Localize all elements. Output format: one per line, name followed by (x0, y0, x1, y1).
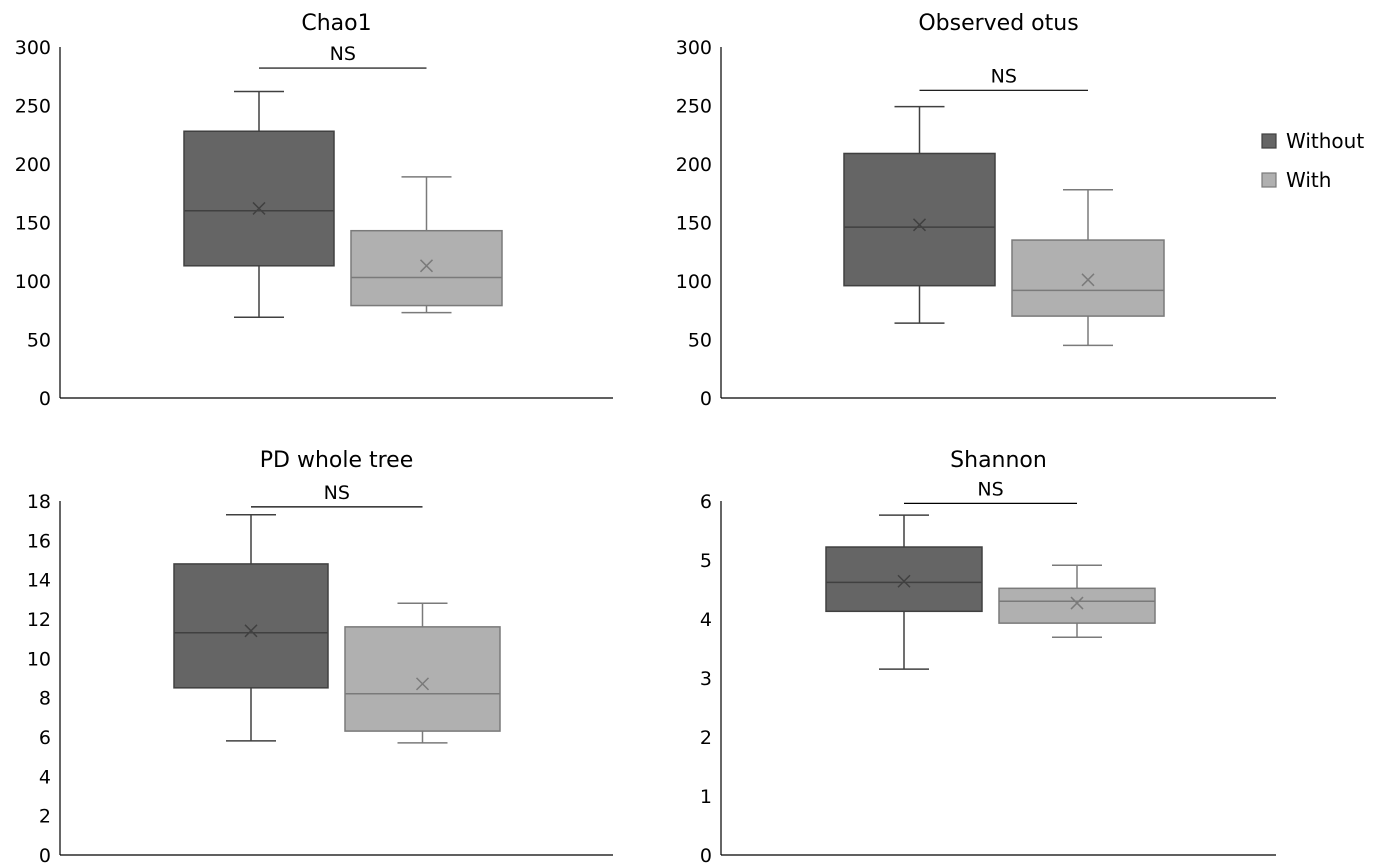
chart-observed-otus-ytick-100: 100 (676, 271, 712, 293)
legend-item-without: Without (1261, 129, 1364, 153)
chart-observed-otus-significance-label: NS (991, 65, 1017, 87)
chart-chao1-significance-label: NS (330, 43, 356, 65)
chart-pd-whole-tree-ytick-0: 0 (39, 845, 51, 866)
mean-marker (419, 259, 434, 273)
mean-marker (1081, 273, 1095, 287)
box-iqr (998, 587, 1156, 624)
chart-pd-whole-tree-ytick-18: 18 (27, 491, 51, 513)
chart-shannon-box-without (825, 514, 983, 670)
legend-label: Without (1286, 129, 1364, 153)
chart-observed-otus-ytick-200: 200 (676, 154, 712, 176)
chart-shannon-ytick-2: 2 (700, 727, 712, 749)
chart-shannon-ytick-5: 5 (700, 550, 712, 572)
chart-chao1-title: Chao1 (301, 11, 371, 36)
chart-shannon-significance-label: NS (977, 478, 1003, 500)
chart-chao1-ytick-0: 0 (39, 388, 51, 410)
chart-shannon-ytick-3: 3 (700, 668, 712, 690)
chart-pd-whole-tree-box-with (344, 602, 501, 744)
mean-marker (415, 677, 430, 691)
legend-item-with: With (1261, 168, 1331, 192)
chart-chao1: Chao1 0 50 100 150 200 250 300 NS (15, 11, 613, 410)
mean-marker (244, 624, 258, 638)
chart-chao1-ytick-200: 200 (15, 154, 51, 176)
chart-chao1-ytick-50: 50 (27, 330, 51, 352)
box-iqr (843, 152, 996, 287)
chart-pd-whole-tree-ytick-6: 6 (39, 727, 51, 749)
chart-chao1-ytick-150: 150 (15, 213, 51, 235)
chart-pd-whole-tree-ytick-2: 2 (39, 806, 51, 828)
chart-pd-whole-tree-ytick-16: 16 (27, 530, 51, 552)
legend-swatch (1261, 133, 1277, 149)
chart-shannon-ytick-6: 6 (700, 491, 712, 513)
chart-shannon: Shannon 0 1 2 3 4 5 6 NS (700, 448, 1276, 866)
chart-pd-whole-tree: PD whole tree 0 2 4 6 8 10 12 14 16 18 NS (27, 448, 613, 866)
chart-chao1-box-with (350, 176, 503, 314)
box-iqr (173, 563, 329, 689)
chart-observed-otus-box-without (843, 105, 996, 324)
mean-marker (252, 201, 266, 215)
box-iqr (1011, 239, 1165, 317)
box-iqr (183, 130, 335, 267)
chart-pd-whole-tree-ytick-4: 4 (39, 766, 51, 788)
chart-observed-otus-title: Observed otus (918, 11, 1078, 36)
chart-chao1-box-without (183, 90, 335, 319)
chart-pd-whole-tree-significance-label: NS (324, 482, 350, 504)
chart-shannon-ytick-0: 0 (700, 845, 712, 866)
chart-shannon-box-with (998, 564, 1156, 639)
chart-observed-otus: Observed otus 0 50 100 150 200 250 300 NS (676, 11, 1276, 410)
box-iqr (825, 546, 983, 613)
chart-pd-whole-tree-box-without (173, 514, 329, 742)
chart-observed-otus-ytick-150: 150 (676, 213, 712, 235)
chart-chao1-ytick-250: 250 (15, 96, 51, 118)
chart-chao1-ytick-100: 100 (15, 271, 51, 293)
chart-shannon-title: Shannon (950, 448, 1047, 473)
chart-chao1-ytick-300: 300 (15, 37, 51, 59)
chart-observed-otus-ytick-250: 250 (676, 96, 712, 118)
box-iqr (350, 229, 503, 307)
chart-observed-otus-box-with (1011, 188, 1165, 347)
chart-pd-whole-tree-title: PD whole tree (260, 448, 414, 473)
chart-shannon-ytick-1: 1 (700, 786, 712, 808)
mean-marker (897, 574, 911, 588)
box-iqr (344, 626, 501, 732)
chart-pd-whole-tree-ytick-12: 12 (27, 609, 51, 631)
legend: Without With (1261, 129, 1364, 192)
chart-pd-whole-tree-ytick-14: 14 (27, 570, 51, 592)
legend-label: With (1286, 168, 1331, 192)
chart-pd-whole-tree-ytick-10: 10 (27, 648, 51, 670)
chart-observed-otus-ytick-50: 50 (688, 330, 712, 352)
chart-pd-whole-tree-ytick-8: 8 (39, 688, 51, 710)
mean-marker (912, 218, 927, 232)
chart-shannon-ytick-4: 4 (700, 609, 712, 631)
chart-observed-otus-ytick-300: 300 (676, 37, 712, 59)
legend-swatch (1261, 172, 1277, 188)
mean-marker (1070, 596, 1084, 610)
chart-observed-otus-ytick-0: 0 (700, 388, 712, 410)
